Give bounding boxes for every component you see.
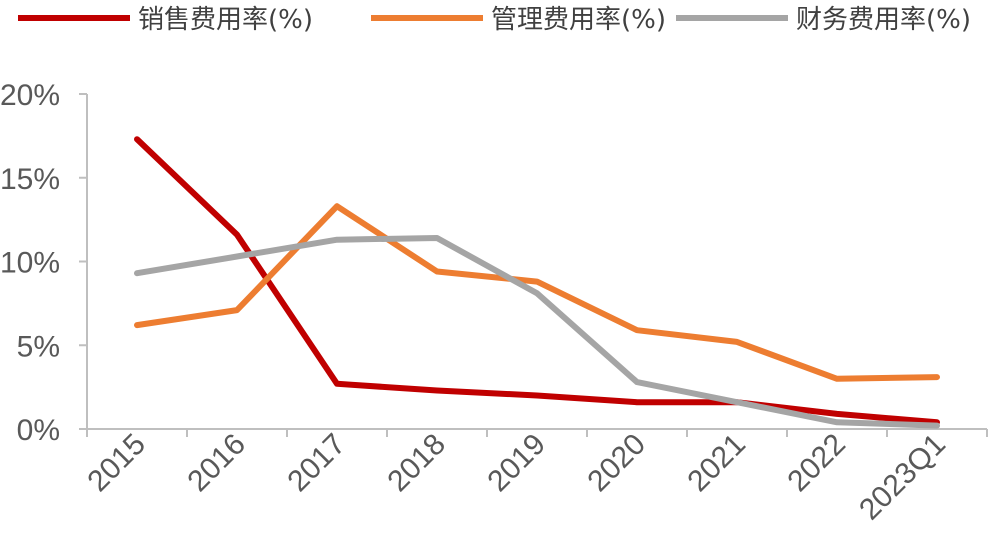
legend-item-3: 财务费用率(%): [676, 5, 971, 35]
x-tick-label: 2019: [481, 428, 552, 499]
series-line-1: [134, 136, 940, 426]
series-line-2: [134, 203, 940, 382]
y-tick-label: 20%: [0, 79, 60, 112]
legend-label: 财务费用率(%): [796, 5, 971, 35]
y-tick-label: 0%: [17, 414, 60, 447]
y-tick-label: 15%: [0, 163, 60, 196]
x-tick-label: 2018: [381, 428, 452, 499]
series-line-3: [134, 235, 940, 429]
x-tick-label: 2022: [781, 428, 852, 499]
series-lines: [134, 136, 940, 429]
x-tick-label: 2020: [581, 428, 652, 499]
y-tick-label: 10%: [0, 247, 60, 280]
x-tick-label: 2017: [281, 428, 352, 499]
legend-label: 管理费用率(%): [491, 5, 666, 35]
legend-item-1: 销售费用率(%): [18, 5, 313, 35]
x-tick-label: 2015: [81, 428, 152, 499]
legend-label: 销售费用率(%): [138, 5, 313, 35]
legend: 销售费用率(%) 管理费用率(%) 财务费用率(%): [18, 5, 971, 35]
x-tick-label: 2021: [681, 428, 752, 499]
x-tick-labels: 2015 2016 2017 2018 2019 2020 2021 2022 2023Q1: [81, 428, 988, 527]
y-tick-label: 5%: [17, 330, 60, 363]
x-tick-label: 2023Q1: [853, 428, 952, 527]
y-tick-labels: 0% 5% 10% 15% 20%: [0, 79, 87, 447]
legend-item-2: 管理费用率(%): [371, 5, 666, 35]
x-tick-label: 2016: [181, 428, 252, 499]
